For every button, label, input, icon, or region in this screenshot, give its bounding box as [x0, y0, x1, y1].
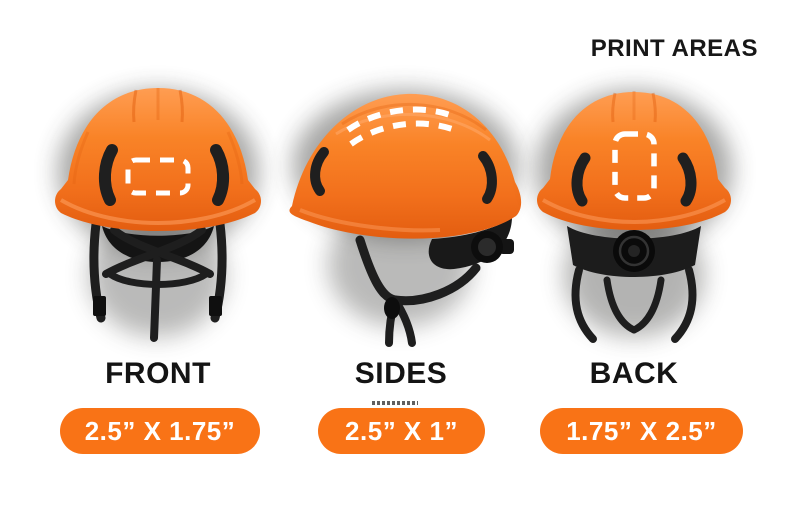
view-label-back: BACK: [589, 357, 679, 390]
helmet-front-illustration: [55, 88, 261, 342]
print-area-back-marker: [612, 131, 657, 201]
under-brim-shadow: [102, 226, 214, 262]
strap-buckle: [209, 296, 222, 316]
helmet-shell: [537, 92, 731, 230]
print-size-badge-back: 1.75” X 2.5”: [540, 408, 743, 454]
print-area-side-marker: [346, 106, 453, 147]
print-size-badge-front: 2.5” X 1.75”: [60, 408, 260, 454]
print-area-front-marker: [125, 157, 191, 196]
ratchet-adjuster: [471, 231, 514, 263]
fine-print-mark: [372, 401, 418, 405]
print-size-badge-sides: 2.5” X 1”: [318, 408, 485, 454]
page-title: PRINT AREAS: [590, 35, 758, 62]
side-clips: [99, 144, 229, 206]
helmet-back-illustration: [536, 90, 732, 343]
shell-ridges: [59, 88, 257, 226]
strap-buckle: [384, 297, 400, 319]
side-clips: [310, 147, 497, 204]
helmet-side-illustration: [289, 90, 522, 347]
side-clips: [571, 152, 697, 207]
ratchet-knob: [613, 230, 655, 272]
strap-buckle: [93, 296, 106, 316]
shell-ridges: [542, 91, 726, 225]
rear-harness: [428, 218, 512, 270]
view-label-front: FRONT: [105, 357, 211, 390]
view-label-sides: SIDES: [354, 357, 448, 390]
chin-straps: [571, 266, 697, 343]
helmet-shell: [289, 93, 522, 239]
